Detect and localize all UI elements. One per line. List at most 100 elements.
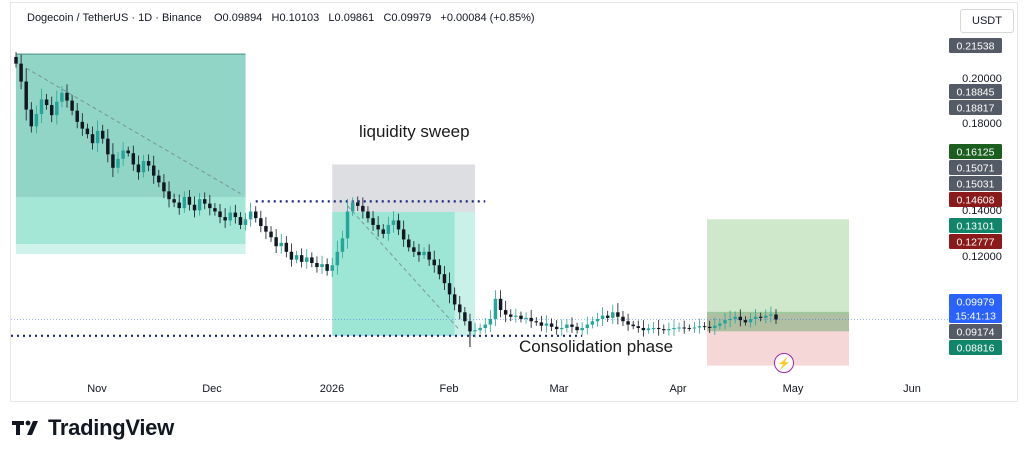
price-tag-level (949, 176, 1002, 191)
candle-body (90, 134, 95, 144)
legend-high: H0.10103 (271, 12, 320, 24)
chart-panel[interactable]: Nov Dec 2026 Feb Mar Apr May Jun 0.20000 0.18000 0… (10, 2, 1018, 402)
candle-body (131, 153, 136, 165)
candle-body (682, 327, 686, 329)
candle-body (442, 274, 447, 284)
candle-body (687, 327, 692, 329)
candle-body (432, 259, 436, 266)
candle-body (595, 319, 600, 322)
candle-body (294, 255, 299, 260)
candle-body (422, 251, 426, 256)
lightning-icon[interactable]: ⚡ (774, 353, 794, 373)
candle-body (111, 154, 115, 168)
candle-body (182, 196, 187, 209)
candle-body (437, 265, 442, 275)
candle-body (468, 321, 472, 332)
candle-body (447, 283, 452, 295)
candle-body (631, 324, 635, 327)
currency-selector[interactable]: USDT (960, 9, 1014, 33)
candle-body (85, 128, 90, 135)
candle-body (126, 150, 130, 154)
price-tag-level (949, 100, 1002, 115)
candle-body (549, 323, 554, 327)
candle-body (381, 229, 385, 234)
candle-body (769, 314, 773, 316)
candle-body (121, 150, 125, 159)
candle-body (651, 327, 656, 329)
candle-body (44, 99, 49, 106)
candle-body (452, 294, 457, 305)
candle-body (718, 323, 722, 326)
y-axis-label: 0.20000 (962, 73, 1002, 85)
candle-body (49, 105, 54, 116)
candle-body (702, 326, 707, 328)
candle-body (600, 315, 605, 319)
price-tag-target (949, 144, 1002, 159)
candle-body (743, 320, 748, 323)
trendline-first (25, 67, 241, 194)
candle-body (636, 326, 641, 328)
candle-body (396, 220, 401, 230)
candle-body (376, 224, 380, 230)
candle-body (580, 327, 584, 331)
candle-body (80, 121, 85, 129)
candle-body (738, 316, 743, 321)
price-tag-label: 0.15071 (957, 162, 995, 174)
price-tag-label: 0.21538 (957, 40, 995, 52)
price-tag-label: 0.18845 (957, 86, 995, 98)
candle-body (228, 212, 232, 221)
price-tag-label: 0.13101 (957, 220, 995, 232)
price-chart[interactable]: Nov Dec 2026 Feb Mar Apr May Jun 0.20000 0.18000 0… (11, 3, 1017, 401)
candle-body (340, 238, 345, 252)
tradingview-mark-icon (12, 420, 38, 435)
annotation-consolidation-phase: Consolidation phase (519, 337, 674, 356)
candle-body (544, 323, 549, 326)
legend-change: +0.00084 (+0.85%) (440, 12, 535, 24)
candle-body (539, 322, 544, 326)
candle-body (172, 199, 176, 203)
candle-body (616, 312, 620, 317)
candle-body (310, 257, 314, 263)
price-tag-label: 0.16125 (957, 146, 995, 158)
candle-body (100, 130, 105, 139)
tradingview-wordmark: TradingView (48, 415, 174, 440)
price-tag-label: 0.09174 (957, 326, 995, 338)
legend-exchange: Binance (161, 12, 202, 24)
candle-body (146, 161, 151, 166)
y-axis-label: 0.14000 (962, 205, 1002, 217)
price-tag-level (949, 160, 1002, 175)
candle-body (305, 257, 309, 262)
candle-body (391, 220, 396, 225)
legend-interval[interactable]: 1D (138, 12, 153, 24)
candle-body (677, 327, 681, 329)
candle-body (106, 138, 110, 155)
candle-body (611, 312, 615, 318)
candle-body (656, 327, 661, 330)
tradingview-logo: TradingView (12, 415, 174, 441)
candle-body (412, 247, 416, 252)
candle-body (723, 320, 727, 324)
price-tag-stop (949, 234, 1002, 249)
candle-body (187, 196, 192, 205)
candle-body (774, 314, 778, 320)
candle-body (24, 81, 28, 110)
legend-symbol[interactable]: Dogecoin / TetherUS (27, 12, 129, 24)
legend-close: C0.09979 (383, 12, 432, 24)
candle-body (95, 130, 100, 144)
candle-body (289, 251, 294, 260)
candle-body (458, 304, 462, 313)
price-tag-stop (949, 192, 1002, 207)
candle-body (707, 326, 712, 328)
candle-body (488, 319, 493, 325)
candle-body (473, 330, 477, 332)
candle-body (519, 315, 523, 319)
candle-body (463, 312, 467, 322)
price-tag-label: 0.08816 (957, 342, 995, 354)
candle-body (386, 224, 391, 234)
candle-body (529, 317, 533, 322)
x-axis-label: Apr (669, 383, 686, 395)
candle-body (238, 217, 243, 225)
candle-body (524, 317, 528, 319)
price-tag-label: 0.14608 (957, 194, 995, 206)
price-tag-label: 0.12777 (957, 236, 995, 248)
